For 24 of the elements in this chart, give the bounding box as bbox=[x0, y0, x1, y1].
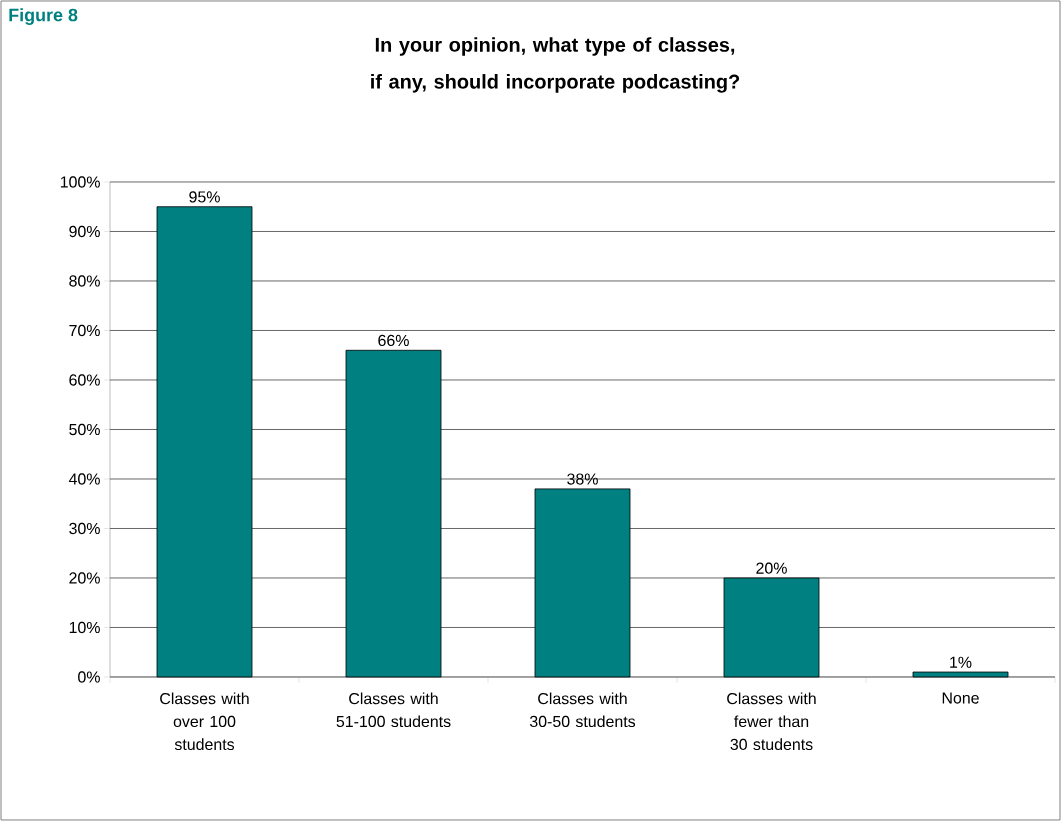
y-tick-label: 70% bbox=[69, 324, 100, 337]
x-tick-label: Classes with over 100 students bbox=[160, 692, 249, 751]
y-tick-label: 60% bbox=[69, 374, 100, 386]
y-tick-label: 20% bbox=[69, 572, 100, 584]
y-tick-label: 30% bbox=[69, 522, 100, 535]
bar bbox=[912, 671, 1009, 678]
y-tick-label: 100% bbox=[60, 176, 100, 188]
chart-title: In your opinion, what type of classes, if any, should incorporate podcasting? bbox=[371, 37, 740, 93]
x-tick-label: Classes with 51-100 students bbox=[336, 692, 451, 728]
x-tick-label: Classes with fewer than 30 students bbox=[727, 692, 816, 751]
data-label: 95% bbox=[189, 191, 220, 203]
data-label: 38% bbox=[567, 473, 598, 485]
x-tick-label: None bbox=[942, 692, 979, 704]
data-label: 20% bbox=[756, 562, 787, 574]
caption: Figure 8 bbox=[9, 8, 78, 25]
y-tick-label: 50% bbox=[69, 423, 100, 436]
y-tick-label: 40% bbox=[68, 473, 100, 485]
x-tick-label: Classes with 30-50 students bbox=[529, 692, 636, 728]
y-tick-label: 10% bbox=[69, 621, 100, 634]
data-label: 66% bbox=[378, 334, 409, 347]
y-tick-label: 80% bbox=[69, 275, 100, 287]
y-tick-label: 0% bbox=[78, 671, 100, 683]
y-tick-label: 90% bbox=[69, 225, 100, 238]
data-label: 1% bbox=[950, 656, 972, 668]
